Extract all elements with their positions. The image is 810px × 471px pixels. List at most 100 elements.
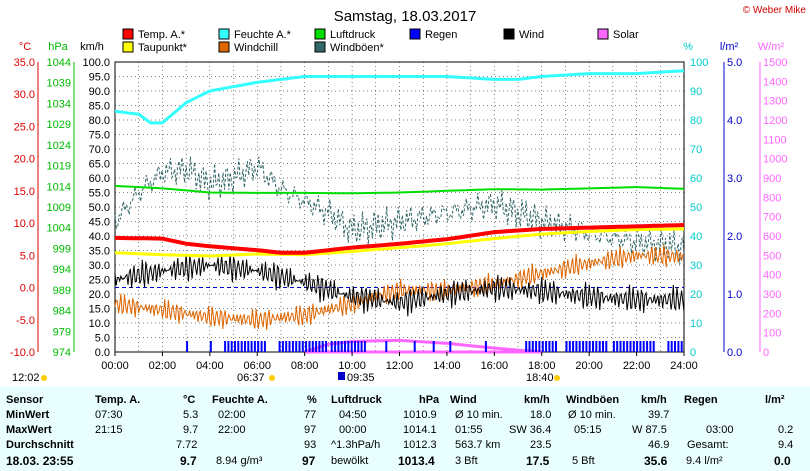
x-tick-label: 18:00 (528, 360, 556, 372)
legend-label: Luftdruck (330, 29, 376, 41)
pressure-tick-label: 1039 (47, 78, 71, 90)
stats-now-rain-total: 9.4 l/m² (686, 455, 723, 467)
stats-max-temp-value: 9.7 (183, 424, 199, 436)
rain-bar (354, 341, 356, 352)
stats-max-wind-time: 01:55 (455, 424, 483, 436)
humidity-tick-label: 70 (690, 144, 702, 156)
rain-bar (227, 341, 230, 352)
rain-bar (525, 341, 528, 352)
chart-title: Samstag, 18.03.2017 (334, 8, 477, 25)
rain-bar (257, 341, 260, 352)
rain-bar (642, 341, 645, 352)
stats-min-label: MinWert (6, 409, 50, 421)
solar-tick-label: 1300 (763, 96, 787, 108)
chart-series (114, 69, 685, 354)
rain-bar (186, 341, 189, 352)
gust-series (114, 156, 685, 265)
rain-bar (413, 341, 416, 352)
rain-bar (605, 341, 608, 352)
rain-bar (677, 341, 680, 352)
stats-max-hum-time: 22:00 (218, 424, 246, 436)
rain-bar (585, 341, 588, 352)
legend-swatch (122, 28, 134, 40)
rain-bar (363, 341, 366, 352)
legend-swatch (218, 28, 230, 40)
rain-bar (680, 341, 683, 352)
stats-min-gust-value: 39.7 (648, 409, 670, 421)
pressure-axis-unit: hPa (48, 41, 68, 53)
wind-tick-label: 95.0 (89, 72, 110, 84)
x-tick-label: 14:00 (433, 360, 461, 372)
rain-bar (330, 341, 333, 352)
rain-bar (325, 341, 328, 352)
stats-now-gust-bft: 5 Bft (572, 455, 595, 467)
rain-bar (572, 341, 575, 352)
x-tick-label: 22:00 (623, 360, 651, 372)
wind-tick-label: 75.0 (89, 130, 110, 142)
solar-tick-label: 1000 (763, 154, 787, 166)
humidity-tick-label: 10 (690, 318, 702, 330)
legend-swatch (314, 41, 326, 53)
wind-tick-label: 100.0 (82, 57, 110, 69)
solar-tick-label: 600 (763, 231, 781, 243)
stats-avg-rain-label: Gesamt: (687, 439, 729, 451)
solar-tick-label: 300 (763, 289, 781, 301)
rain-tick-label: 0.0 (727, 347, 742, 359)
legend-label: Regen (425, 29, 457, 41)
solar-tick-label: 1200 (763, 115, 787, 127)
humidity-tick-label: 20 (690, 289, 702, 301)
stats-now-label: 18.03. 23:55 (6, 454, 74, 468)
rain-bar (385, 341, 388, 352)
moon-icon (338, 372, 345, 380)
x-tick-label: 02:00 (149, 360, 177, 372)
stats-min-gust-time: Ø 10 min. (568, 409, 616, 421)
stats-now-wind-bft: 3 Bft (455, 455, 478, 467)
temp-axis-unit: °C (19, 41, 31, 53)
rain-bar (288, 341, 291, 352)
pressure-tick-label: 999 (53, 243, 71, 255)
legend-label: Solar (613, 29, 639, 41)
legend-label: Windchill (234, 42, 278, 54)
temp-tick-label: 5.0 (20, 250, 35, 262)
stats-header-hum-unit: % (307, 394, 317, 406)
wind-tick-label: 40.0 (89, 231, 110, 243)
chart-legend: Temp. A.* Feuchte A.* Luftdruck Regen Wind So… (122, 28, 639, 54)
solar-tick-label: 800 (763, 192, 781, 204)
stats-avg-press-trend: ^1.3hPa/h (331, 439, 381, 451)
rain-bar (301, 341, 304, 352)
stats-header-temp-unit: °C (183, 394, 196, 406)
solar-tick-label: 900 (763, 173, 781, 185)
pressure-tick-label: 1029 (47, 119, 71, 131)
rain-bar (629, 341, 632, 352)
solar-tick-label: 100 (763, 328, 781, 340)
stats-avg-label: Durchschnitt (6, 439, 74, 451)
legend-swatch (314, 28, 326, 40)
rain-bar (318, 341, 321, 352)
x-tick-label: 16:00 (481, 360, 509, 372)
rain-bar (646, 341, 649, 352)
rain-bar (230, 341, 233, 352)
rain-bar (612, 341, 615, 352)
temp-tick-label: 0.0 (20, 283, 35, 295)
temperature-series (114, 223, 685, 255)
stats-max-label: MaxWert (6, 424, 52, 436)
humidity-tick-label: 30 (690, 260, 702, 272)
pressure-tick-label: 974 (53, 347, 71, 359)
copyright-text: © Weber Mike (743, 5, 807, 16)
stats-min-temp-time: 07:30 (95, 409, 123, 421)
legend-swatch (597, 28, 609, 40)
stats-now-rain-value: 0.0 (774, 454, 791, 468)
rain-bar (626, 341, 629, 352)
rain-bar (649, 341, 652, 352)
wind-tick-label: 45.0 (89, 217, 110, 229)
solar-tick-label: 1500 (763, 57, 787, 69)
stats-min-wind-value: 18.0 (530, 409, 552, 421)
stats-now-wind-value: 17.5 (526, 454, 550, 468)
rain-bar (602, 341, 604, 352)
stats-max-rain-value: 0.2 (778, 424, 794, 436)
solar-tick-label: 500 (763, 250, 781, 262)
rain-bar (209, 341, 212, 352)
temp-tick-label: -5.0 (16, 315, 35, 327)
stats-header-rain: Regen (684, 394, 718, 406)
solar-tick-label: 200 (763, 308, 781, 320)
